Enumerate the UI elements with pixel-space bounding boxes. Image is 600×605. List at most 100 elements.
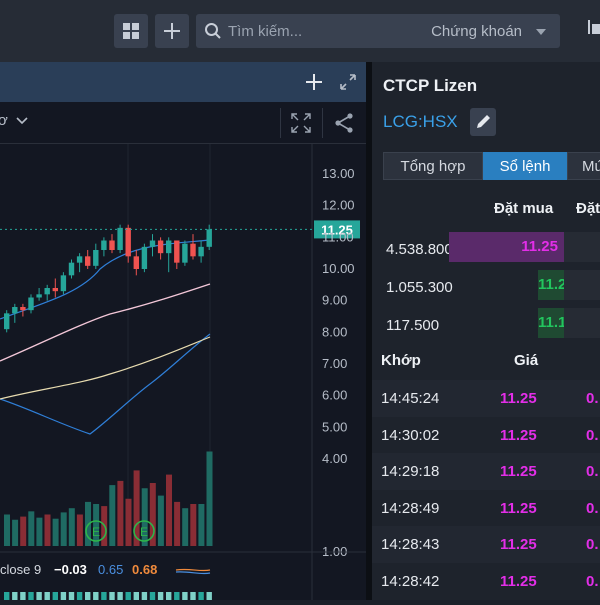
matched-price: 11.25 — [500, 426, 537, 444]
search-scope-select[interactable]: Chứng khoán — [431, 23, 522, 40]
indicator-histogram-bar — [76, 592, 83, 600]
toolbar-more-icon[interactable] — [582, 18, 600, 44]
event-marker-icon — [133, 520, 155, 542]
volume-bar — [157, 495, 164, 546]
volume-bar — [166, 474, 172, 546]
candle-body — [85, 256, 91, 266]
chart-area[interactable]: 11.25 13.00 12.00 11.00 10.00 9.00 8.00 7.00 6.0… — [0, 144, 366, 600]
matched-row: 14:29:18 11.25 0. — [372, 453, 600, 490]
matched-time: 14:28:43 — [381, 536, 440, 553]
last-price-label: 11.25 — [321, 222, 353, 237]
edit-ticker-button[interactable] — [470, 108, 496, 136]
candle-body — [125, 227, 131, 257]
top-bar: Tìm kiếm... Chứng khoán — [0, 0, 600, 62]
indicator-histogram-bar — [174, 592, 180, 600]
candle-body — [149, 240, 156, 247]
last-price-badge — [314, 220, 360, 239]
orderbook-ask-cell[interactable] — [564, 270, 600, 300]
matched-change: 0. — [586, 572, 599, 590]
price-axis-tick: 7.00 — [322, 356, 347, 371]
matched-change: 0. — [586, 499, 599, 517]
indicator-histogram-bar — [12, 592, 18, 600]
indicator-histogram-bar — [182, 592, 188, 600]
expand-icon[interactable] — [338, 72, 358, 92]
orderbook-volume: 117.500 — [386, 317, 440, 334]
orderbook-row[interactable]: 1.055.300 11.20 — [372, 270, 600, 306]
candle-body — [76, 256, 83, 263]
price-axis-tick: 8.00 — [322, 324, 347, 339]
indicator-value-2: 0.65 — [98, 562, 123, 577]
volume-bar — [52, 518, 59, 546]
interval-select[interactable]: ơ — [0, 112, 8, 129]
orderbook-bid-price[interactable]: 11.20 — [538, 270, 575, 300]
tab-other[interactable]: Mứ — [567, 152, 600, 180]
panel-divider[interactable] — [366, 62, 372, 600]
search-box[interactable]: Tìm kiếm... Chứng khoán — [196, 14, 560, 48]
indicator-macd-line — [175, 571, 211, 575]
orderbook-bid-price[interactable]: 11.15 — [538, 308, 575, 338]
volume-bar — [182, 508, 189, 546]
stock-name: CTCP Lizen — [383, 76, 478, 95]
volume-bar — [133, 470, 140, 546]
candle-body — [60, 275, 67, 292]
matched-time: 14:28:49 — [381, 499, 440, 517]
stock-detail-panel: CTCP Lizen LCG:HSX Tổng hợp Sổ lệnh Mứ Đ… — [372, 62, 600, 600]
orderbook-bid-price[interactable]: 11.25 — [449, 232, 564, 262]
orderbook-row[interactable]: 117.500 11.15 — [372, 308, 600, 344]
volume-bar — [93, 504, 100, 546]
plus-icon — [164, 23, 180, 39]
candle-body — [182, 243, 188, 263]
stock-ticker[interactable]: LCG:HSX — [383, 112, 458, 131]
orderbook-row[interactable]: 4.538.800 11.25 — [372, 232, 600, 268]
chevron-down-icon — [536, 29, 546, 35]
indicator-histogram-bar — [190, 592, 196, 600]
candle-body — [109, 240, 115, 250]
fullscreen-icon[interactable] — [290, 112, 312, 134]
event-marker-label: E — [92, 525, 100, 539]
candle-body — [166, 240, 172, 254]
price-axis-tick: 11.00 — [322, 229, 354, 244]
matched-price: 11.25 — [500, 390, 537, 407]
pencil-icon — [477, 115, 490, 128]
volume-bar — [149, 483, 156, 546]
price-chart[interactable]: 11.25 13.00 12.00 11.00 10.00 9.00 8.00 7.00 6.0… — [0, 144, 366, 600]
indicator-signal-line — [175, 568, 211, 572]
chevron-down-icon[interactable] — [16, 116, 28, 126]
indicator-histogram-bar — [125, 592, 131, 600]
volume-bar — [4, 514, 10, 546]
layout-grid-button[interactable] — [114, 14, 148, 48]
price-axis-tick: 5.00 — [322, 419, 347, 434]
matched-row: 14:30:02 11.25 0. — [372, 416, 600, 454]
plus-icon[interactable] — [304, 72, 324, 92]
matched-time: 14:45:24 — [381, 390, 440, 407]
candle-body — [52, 288, 58, 292]
tab-summary[interactable]: Tổng hợp — [383, 152, 483, 180]
volume-bar — [44, 514, 51, 546]
matched-change: 0. — [586, 536, 599, 553]
candle-body — [133, 256, 139, 269]
orderbook-ask-cell[interactable] — [564, 308, 600, 338]
event-marker-icon — [85, 520, 107, 542]
volume-bar — [174, 501, 181, 546]
orderbook-ask-cell[interactable] — [564, 232, 600, 262]
matched-change: 0. — [586, 463, 599, 480]
tab-orderbook[interactable]: Sổ lệnh — [483, 152, 567, 180]
candle-body — [28, 297, 34, 311]
candle-body — [198, 246, 204, 257]
chart-header — [0, 62, 366, 102]
matched-change: 0. — [586, 390, 599, 407]
volume-bar — [125, 498, 132, 546]
add-button[interactable] — [155, 14, 189, 48]
volume-bar — [117, 480, 124, 546]
candle-body — [101, 240, 107, 250]
plot-background — [0, 144, 312, 600]
indicator-histogram-bar — [20, 592, 26, 600]
indicator-histogram-bar — [28, 592, 34, 600]
volume-bar — [36, 517, 43, 546]
indicator-histogram-bar — [36, 592, 42, 600]
share-icon[interactable] — [333, 112, 355, 134]
matched-time: 14:28:42 — [381, 572, 440, 590]
matched-price: 11.25 — [500, 536, 537, 553]
matched-row: 14:28:42 11.25 0. — [372, 562, 600, 600]
search-input[interactable]: Tìm kiếm... — [228, 23, 303, 40]
